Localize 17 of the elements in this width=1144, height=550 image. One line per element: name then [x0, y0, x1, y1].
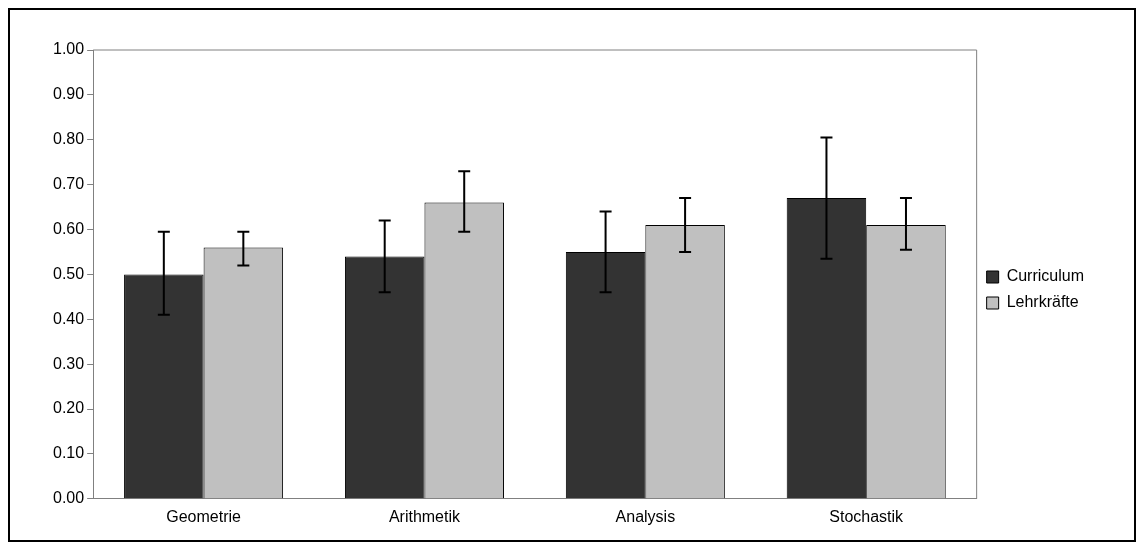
x-tick-label: Geometrie — [166, 507, 242, 525]
y-tick-label: 0.10 — [53, 444, 85, 462]
legend-label: Curriculum — [1006, 267, 1084, 285]
y-tick-label: 1.00 — [53, 40, 85, 58]
y-tick-label: 0.80 — [53, 130, 85, 148]
x-tick-label: Stochastik — [829, 507, 905, 525]
y-tick-label: 0.70 — [53, 175, 85, 193]
x-tick-label: Arithmetik — [388, 507, 462, 525]
y-tick-label: 0.90 — [53, 85, 85, 103]
y-tick-label: 0.30 — [53, 354, 85, 372]
legend-label: Lehrkräfte — [1006, 293, 1079, 311]
y-tick-label: 0.40 — [53, 309, 85, 327]
y-tick-label: 0.20 — [53, 399, 85, 417]
y-tick-label: 0.50 — [53, 264, 85, 282]
y-tick-label: 0.00 — [53, 489, 85, 507]
x-tick-label: Analysis — [615, 507, 676, 525]
y-tick-label: 0.60 — [53, 219, 85, 237]
